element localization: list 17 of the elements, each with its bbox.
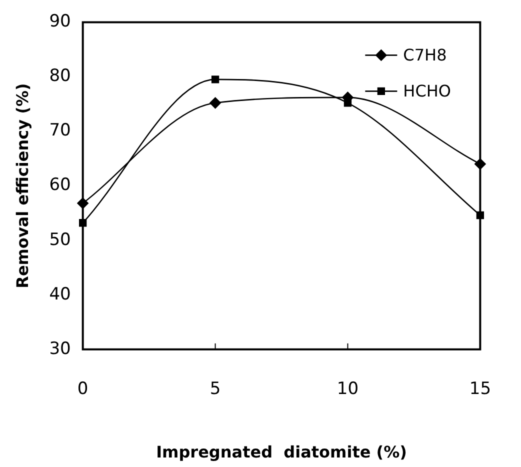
point <box>211 76 220 84</box>
x-tick-label: 15 <box>469 379 492 400</box>
y-tick-label: 30 <box>49 338 71 359</box>
y-tick-label: 70 <box>49 120 71 141</box>
x-tick-label: 5 <box>210 379 221 400</box>
y-tick-label: 40 <box>49 284 71 304</box>
x-tick-label: 0 <box>77 379 88 400</box>
point <box>210 97 221 109</box>
legend-label: HCHO <box>403 81 452 100</box>
y-tick-label: 90 <box>49 12 71 32</box>
legend-label: C7H8 <box>403 45 447 64</box>
y-tick-label: 60 <box>49 175 71 196</box>
x-tick-label: 10 <box>336 379 359 400</box>
y-tick-label: 50 <box>49 230 71 250</box>
x-axis-title: Impregnated diatomite (%) <box>156 442 407 462</box>
y-axis-title: Removal efficiency (%) <box>12 83 32 288</box>
y-tick-label: 80 <box>49 66 71 86</box>
